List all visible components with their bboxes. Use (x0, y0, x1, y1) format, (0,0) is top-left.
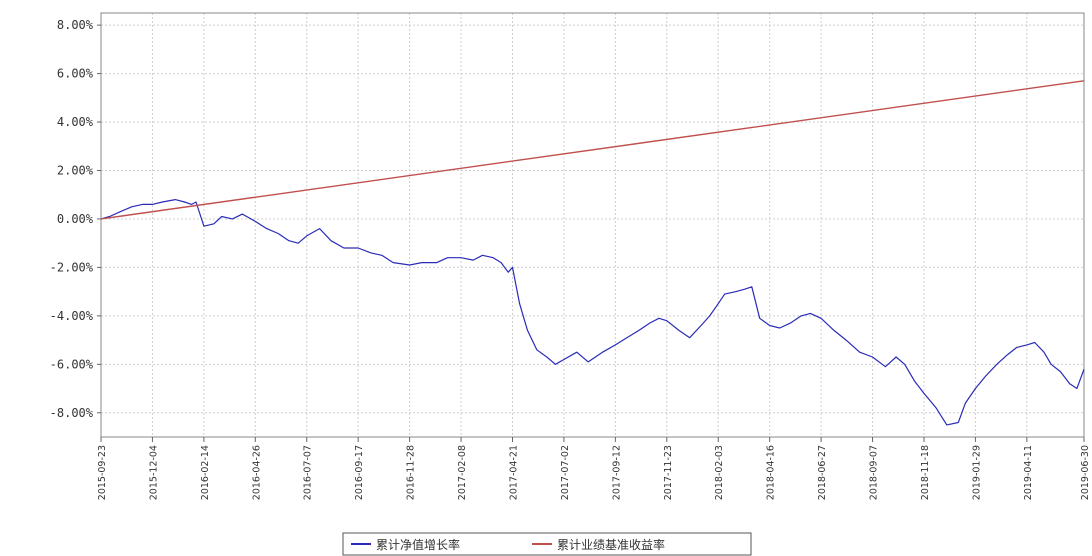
y-tick-label: 8.00% (57, 18, 94, 32)
x-tick-label: 2016-04-26 (251, 445, 262, 500)
y-tick-label: 6.00% (57, 67, 94, 81)
x-tick-label: 2017-11-23 (663, 445, 674, 500)
x-tick-label: 2019-04-11 (1023, 445, 1034, 500)
x-tick-label: 2018-09-07 (869, 445, 880, 500)
x-tick-label: 2018-06-27 (817, 445, 828, 500)
plot-area-frame (100, 12, 1085, 438)
y-tick-label: 4.00% (57, 115, 94, 129)
x-tick-label: 2016-07-07 (303, 445, 314, 500)
legend-label-benchmark-return: 累计业绩基准收益率 (557, 537, 665, 552)
series-line-benchmark-return (100, 80, 1085, 220)
series-line-cumulative-nav-growth (100, 199, 1085, 426)
legend-label-cumulative-nav-growth: 累计净值增长率 (376, 537, 460, 552)
x-tick-label: 2015-09-23 (97, 445, 108, 500)
x-tick-label: 2015-12-04 (148, 445, 159, 500)
series-lines (100, 80, 1085, 426)
x-tick-label: 2018-04-16 (766, 445, 777, 500)
y-tick-label: 0.00% (57, 212, 94, 226)
grid-lines (101, 13, 1084, 437)
x-tick-label: 2017-09-12 (611, 445, 622, 500)
y-tick-label: -2.00% (50, 260, 94, 274)
x-tick-label: 2017-02-08 (457, 445, 468, 500)
y-tick-label: -8.00% (50, 406, 94, 420)
y-tick-label: -6.00% (50, 357, 94, 371)
x-tick-label: 2017-04-21 (508, 445, 519, 500)
y-tick-label: -4.00% (50, 309, 94, 323)
x-tick-label: 2018-11-18 (920, 445, 931, 500)
x-tick-label: 2016-11-28 (406, 445, 417, 500)
x-tick-label: 2019-01-29 (971, 445, 982, 500)
x-tick-label: 2017-07-02 (560, 445, 571, 500)
y-axis-ticks: 8.00% 6.00% 4.00% 2.00% 0.00% -2.00% -4.00% -6.… (50, 18, 101, 420)
legend: 累计净值增长率 累计业绩基准收益率 (342, 532, 752, 556)
x-tick-label: 2016-02-14 (200, 445, 211, 500)
x-tick-label: 2019-06-30 (1080, 445, 1091, 500)
x-axis-ticks: 2015-09-23 2015-12-04 2016-02-14 2016-04-26… (97, 437, 1091, 500)
y-tick-label: 2.00% (57, 163, 94, 177)
x-tick-label: 2018-02-03 (714, 445, 725, 500)
x-tick-label: 2016-09-17 (354, 445, 365, 500)
